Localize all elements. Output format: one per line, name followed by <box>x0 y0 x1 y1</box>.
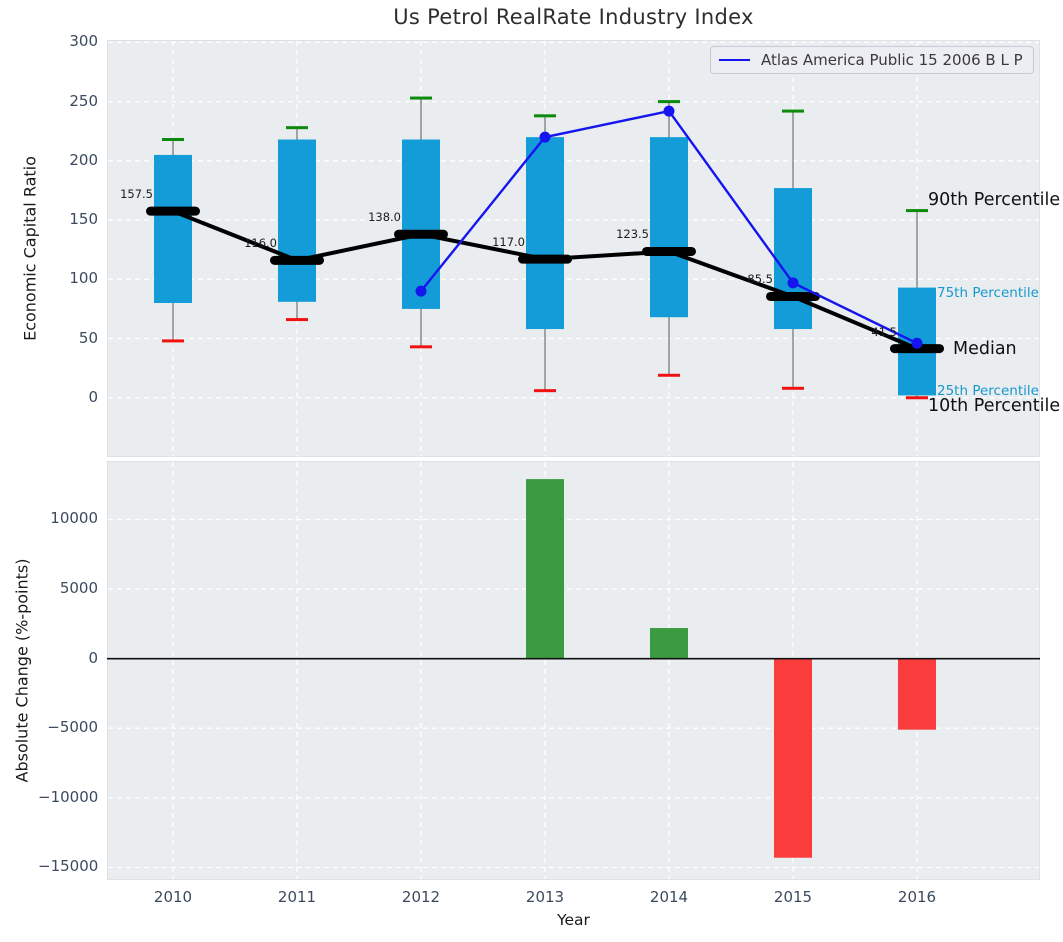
bottom-y-tick-label: −10000 <box>38 788 98 806</box>
top-y-axis-label: Economic Capital Ratio <box>21 49 40 449</box>
legend: Atlas America Public 15 2006 B L P <box>710 46 1034 74</box>
x-tick-label: 2015 <box>753 888 833 906</box>
top-y-tick-label: 50 <box>38 329 98 347</box>
top-y-tick-label: 150 <box>38 210 98 228</box>
annotation-10th-percentile: 10th Percentile <box>928 396 1060 416</box>
annotation-90th-percentile: 90th Percentile <box>928 190 1060 210</box>
x-tick-label: 2012 <box>381 888 461 906</box>
median-value-label: 157.5 <box>53 187 153 201</box>
bottom-y-tick-label: 0 <box>38 649 98 667</box>
figure: Us Petrol RealRate Industry Index Econom… <box>0 0 1063 942</box>
top-y-tick-label: 0 <box>38 388 98 406</box>
top-y-tick-label: 300 <box>38 32 98 50</box>
bottom-y-axis-label: Absolute Change (%-points) <box>13 471 32 871</box>
median-value-label: 117.0 <box>425 235 525 249</box>
bottom-y-tick-label: −15000 <box>38 857 98 875</box>
x-tick-label: 2014 <box>629 888 709 906</box>
legend-label: Atlas America Public 15 2006 B L P <box>761 51 1023 69</box>
median-value-label: 41.5 <box>797 325 897 339</box>
bottom-y-tick-label: 5000 <box>38 579 98 597</box>
x-tick-label: 2016 <box>877 888 957 906</box>
median-value-label: 85.5 <box>673 272 773 286</box>
top-y-tick-label: 250 <box>38 92 98 110</box>
bottom-y-tick-label: 10000 <box>38 509 98 527</box>
bottom-y-tick-label: −5000 <box>38 718 98 736</box>
bottom-axes-background <box>107 461 1040 880</box>
x-tick-label: 2011 <box>257 888 337 906</box>
annotation-median: Median <box>953 339 1017 359</box>
median-value-label: 116.0 <box>177 236 277 250</box>
x-tick-label: 2013 <box>505 888 585 906</box>
top-y-tick-label: 100 <box>38 269 98 287</box>
top-y-tick-label: 200 <box>38 151 98 169</box>
annotation-75th-percentile: 75th Percentile <box>937 285 1039 301</box>
chart-title: Us Petrol RealRate Industry Index <box>107 5 1040 29</box>
median-value-label: 123.5 <box>549 227 649 241</box>
median-value-label: 138.0 <box>301 210 401 224</box>
legend-line-sample-icon <box>719 59 750 61</box>
x-axis-label: Year <box>107 911 1040 929</box>
x-tick-label: 2010 <box>133 888 213 906</box>
